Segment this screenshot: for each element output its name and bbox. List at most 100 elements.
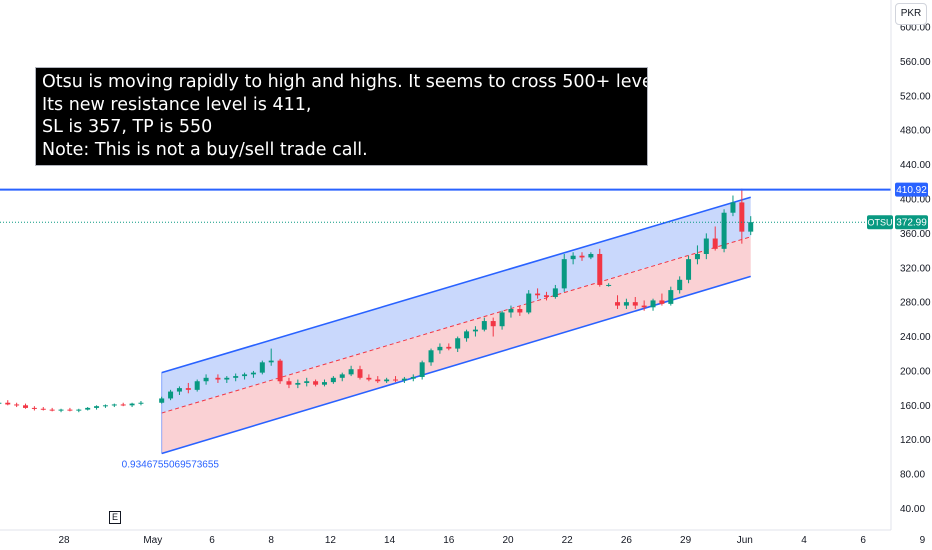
currency-badge[interactable]: PKR <box>895 3 927 25</box>
candle <box>659 293 665 306</box>
candle-body <box>215 377 221 380</box>
channel-upper-line[interactable] <box>161 196 751 374</box>
y-tick-label: 400.00 <box>900 194 931 205</box>
candle <box>102 404 108 408</box>
earnings-event-marker[interactable]: E <box>109 511 121 524</box>
candle-body <box>31 407 37 409</box>
candle-body <box>194 381 200 390</box>
candle-body <box>703 238 709 254</box>
candle-body <box>543 295 549 297</box>
candle <box>49 407 55 412</box>
candle <box>0 402 2 404</box>
candle <box>242 372 248 380</box>
regression-channel[interactable]: 0.9346755069573655 <box>122 196 751 470</box>
candle <box>330 376 336 384</box>
candle-body <box>286 381 292 385</box>
candle-body <box>428 350 434 363</box>
candle <box>348 365 354 377</box>
candle-body <box>102 405 108 407</box>
candle <box>401 376 407 383</box>
x-tick-label: 6 <box>209 535 215 546</box>
candle <box>321 379 327 387</box>
candle <box>712 226 718 251</box>
candle <box>393 376 399 383</box>
candle-body <box>659 300 665 304</box>
candle-body <box>579 255 585 258</box>
candle-body <box>535 293 541 296</box>
candle <box>526 290 532 315</box>
x-tick-label: 22 <box>562 535 574 546</box>
x-tick-label: May <box>143 535 162 546</box>
candle-body <box>40 408 46 410</box>
x-tick-label: 20 <box>502 535 514 546</box>
candle-body <box>677 279 683 291</box>
candle-body <box>375 379 381 382</box>
candle-body <box>437 346 443 351</box>
price-axis[interactable]: 40.00 80.00 120.00 160.00 200.00 240.00 280.00… <box>900 23 931 516</box>
candle-body <box>472 329 478 332</box>
candle <box>304 377 310 387</box>
candle-body <box>277 360 283 382</box>
candle <box>40 407 46 411</box>
channel-median-line[interactable] <box>161 236 751 414</box>
y-tick-label: 520.00 <box>900 91 931 102</box>
candle-body <box>490 321 496 327</box>
y-tick-label: 320.00 <box>900 263 931 274</box>
candle-body <box>14 404 20 406</box>
candle <box>623 298 629 310</box>
candle <box>703 233 709 260</box>
candle-body <box>129 403 135 406</box>
price-lines <box>0 188 891 223</box>
candle <box>561 253 567 292</box>
candle-body <box>561 259 567 289</box>
x-tick-label: 12 <box>325 535 337 546</box>
candle <box>446 343 452 351</box>
candle-body <box>259 362 265 373</box>
candle-body <box>76 409 82 411</box>
candle <box>250 370 256 378</box>
candle-body <box>203 377 209 382</box>
candle <box>668 286 674 306</box>
resistance-price-tag <box>895 182 928 197</box>
candle-body <box>85 407 91 410</box>
candle-body <box>5 402 11 405</box>
candle <box>677 276 683 294</box>
candle <box>366 374 372 382</box>
annotation-callout[interactable]: Otsu is moving rapidly to high and highs… <box>35 67 648 166</box>
candle <box>357 365 363 380</box>
candle-body <box>694 253 700 260</box>
candle-body <box>111 404 117 406</box>
candle-body <box>632 302 638 306</box>
candle-body <box>49 409 55 411</box>
candle <box>686 255 692 284</box>
candle <box>588 252 594 260</box>
x-tick-label: 26 <box>621 535 633 546</box>
candle <box>176 386 182 396</box>
last-price-tag <box>895 215 928 230</box>
candle <box>14 402 20 408</box>
candle-body <box>357 369 363 378</box>
candle-body <box>242 374 248 377</box>
y-tick-label: 480.00 <box>900 126 931 137</box>
candle-body <box>339 374 345 378</box>
time-axis[interactable]: 2428May6812141620222629Jun469 <box>0 535 926 546</box>
candle <box>721 209 727 253</box>
y-tick-label: 440.00 <box>900 160 931 171</box>
candle <box>748 216 754 236</box>
candle <box>543 291 549 301</box>
candle <box>579 252 585 261</box>
candle-body <box>120 404 126 406</box>
candle-body <box>446 346 452 349</box>
candle <box>111 403 117 408</box>
candle <box>694 245 700 265</box>
y-tick-label: 360.00 <box>900 229 931 240</box>
channel-upper-fill <box>161 197 751 414</box>
x-tick-label: 16 <box>443 535 455 546</box>
candle-body <box>499 312 505 327</box>
candle-body <box>410 376 416 379</box>
candle-body <box>615 302 621 306</box>
candle-body <box>455 338 461 349</box>
candle-body <box>233 376 239 378</box>
annotation-line: Note: This is not a buy/sell trade call. <box>42 139 368 160</box>
